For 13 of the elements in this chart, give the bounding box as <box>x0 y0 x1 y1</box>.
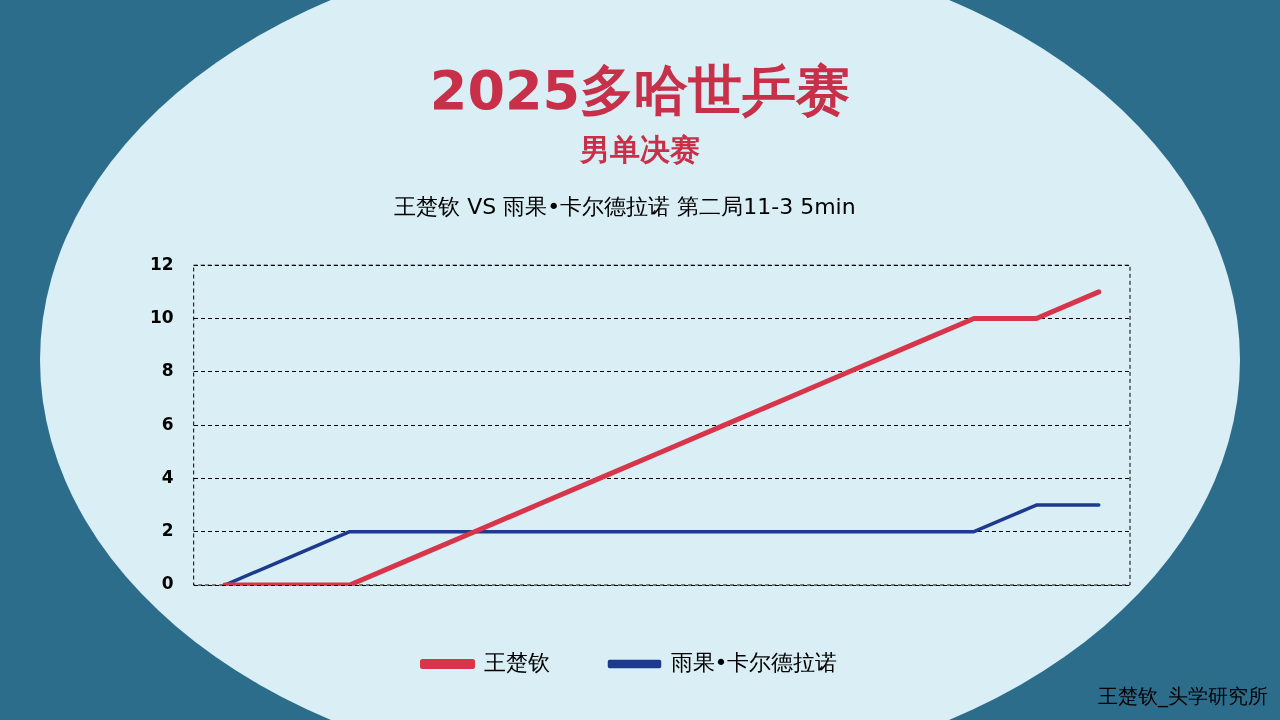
y-tick-label: 10 <box>149 306 174 327</box>
y-tick-label: 12 <box>149 253 174 274</box>
legend-label: 王楚钦 <box>483 649 550 675</box>
y-tick-label: 6 <box>161 413 174 434</box>
chart-title: 2025多哈世乒赛 <box>428 58 852 124</box>
y-tick-label: 2 <box>161 520 174 541</box>
legend-label: 雨果•卡尔德拉诺 <box>670 649 838 675</box>
y-tick-label: 4 <box>161 466 174 487</box>
chart-subtitle: 男单决赛 <box>579 131 701 169</box>
y-tick-label: 0 <box>161 573 174 594</box>
y-tick-label: 8 <box>161 360 174 381</box>
text: 王楚钦 VS 雨果•卡尔德拉诺 第二局11-3 5min <box>393 193 857 221</box>
text: 王楚钦_头学研究所 <box>1098 683 1268 710</box>
